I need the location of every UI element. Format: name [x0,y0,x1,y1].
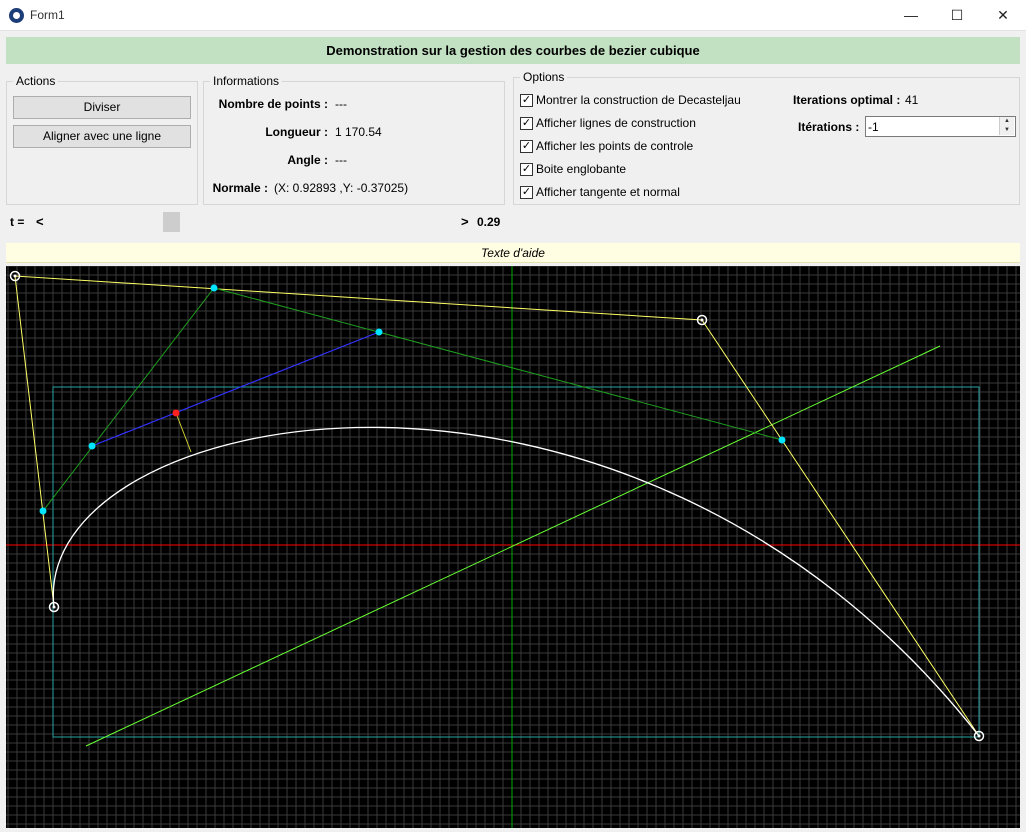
app-icon [9,8,24,23]
checkbox-decasteljau-label: Montrer la construction de Decasteljau [536,93,741,107]
slider-right-arrow-icon[interactable]: > [461,214,469,229]
optimal-iterations-label: Iterations optimal : [793,93,901,107]
point-count-label: Nombre de points : [218,97,328,111]
point-count-value: --- [335,97,347,111]
control-point-handle[interactable] [696,314,708,326]
decasteljau-point [375,328,383,336]
spin-down-icon[interactable]: ▼ [999,126,1014,135]
checkbox-bounding-box-label: Boite englobante [536,162,627,176]
control-points [9,270,985,742]
actions-group-title: Actions [13,74,59,88]
informations-group-title: Informations [210,74,283,88]
options-group-title: Options [520,70,568,84]
iterations-spinner[interactable]: ▲ ▼ [865,116,1016,137]
normal-line [175,412,192,453]
angle-value: --- [335,153,347,167]
iterations-input[interactable] [868,119,996,134]
control-point-center [700,318,704,322]
control-point-center [977,734,981,738]
decasteljau-point [778,436,786,444]
checkbox-decasteljau-box[interactable]: ✓ [520,94,533,107]
current-curve-point [172,409,180,417]
spin-up-icon[interactable]: ▲ [999,117,1014,126]
page-title: Demonstration sur la gestion des courbes… [6,37,1020,64]
checkbox-tangent-normal-box[interactable]: ✓ [520,186,533,199]
options-group: Options [513,70,1020,205]
minimize-icon[interactable]: — [904,7,918,23]
checkbox-control-points-label: Afficher les points de controle [536,139,694,153]
control-point-handle[interactable] [9,270,21,282]
divide-button[interactable]: Diviser [13,96,191,119]
window-title: Form1 [30,8,65,22]
maximize-icon[interactable]: ☐ [950,7,964,23]
t-label: t = [10,215,25,229]
iterations-label: Itérations : [798,120,860,134]
normal-value: (X: 0.92893 ,Y: -0.37025) [274,181,409,195]
bezier-canvas[interactable] [6,266,1020,828]
decasteljau-point [39,507,47,515]
decasteljau-points [39,284,786,515]
checkbox-tangent-normal-label: Afficher tangente et normal [536,185,680,199]
tangent-line [91,331,380,447]
control-point-handle[interactable] [973,730,985,742]
length-value: 1 170.54 [335,125,382,139]
checkbox-control-points-box[interactable]: ✓ [520,140,533,153]
t-slider-thumb[interactable] [163,212,180,232]
control-point-center [13,274,17,278]
close-icon[interactable]: ✕ [997,7,1009,23]
bezier-drawing[interactable] [6,266,1020,828]
checkbox-bounding-box-box[interactable]: ✓ [520,163,533,176]
normal-label: Normale : [212,181,268,195]
optimal-iterations-value: 41 [905,93,919,107]
angle-label: Angle : [287,153,328,167]
informations-group: Informations [203,74,505,205]
diagonal-line [85,345,941,747]
control-point-center [52,605,56,609]
length-label: Longueur : [265,125,328,139]
bounding-box [52,386,980,738]
slider-left-arrow-icon[interactable]: < [36,214,44,229]
title-bar: Form1 — ☐ ✕ [0,0,1026,31]
bezier-curve [52,426,980,737]
align-line-button[interactable]: Aligner avec une ligne [13,125,191,148]
checkbox-construction-lines-label: Afficher lignes de construction [536,116,696,130]
decasteljau-point [88,442,96,450]
checkbox-construction-lines-box[interactable]: ✓ [520,117,533,130]
decasteljau-point [210,284,218,292]
t-value: 0.29 [477,215,501,229]
canvas-grid [6,266,1020,828]
actions-group: Actions [6,74,198,205]
control-polygon [14,275,980,737]
control-point-handle[interactable] [48,601,60,613]
help-text-bar: Texte d'aide [6,243,1020,263]
